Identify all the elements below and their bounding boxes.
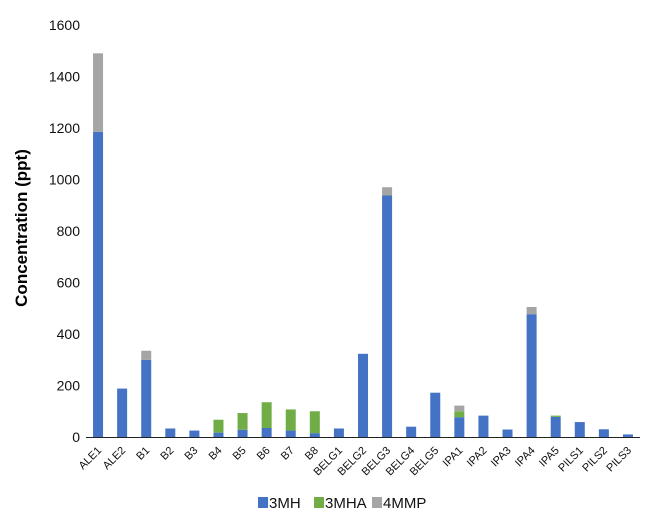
- x-tick-label: B5: [231, 445, 249, 463]
- bar-3mh-ipa3: [502, 429, 513, 437]
- legend-swatch-3mha: [314, 497, 324, 508]
- bars: [93, 53, 633, 438]
- bar-3mh-pils3: [622, 434, 633, 437]
- bar-3mh-ipa5: [550, 416, 561, 437]
- bar-3mh-b8: [309, 433, 320, 437]
- bar-3mh-belg3: [382, 195, 393, 437]
- bar-4mmp-ipa4: [526, 306, 537, 315]
- legend: 3MH 3MHA 4MMP: [258, 495, 426, 512]
- x-tick-label: PILS1: [556, 445, 586, 475]
- bar-3mha-b8: [309, 411, 320, 434]
- legend-label-4mmp: 4MMP: [383, 495, 426, 512]
- y-tick-label: 1000: [49, 172, 80, 188]
- bar-3mh-ipa1: [454, 417, 465, 437]
- y-tick-label: 1200: [49, 120, 80, 136]
- legend-label-3mha: 3MHA: [325, 495, 367, 512]
- bar-3mh-pils1: [574, 422, 585, 437]
- bar-3mh-ale2: [117, 388, 128, 437]
- bar-3mh-b4: [213, 432, 224, 437]
- bar-3mh-pils2: [598, 429, 609, 437]
- x-tick-label: ALE1: [77, 445, 105, 473]
- legend-swatch-3mh: [258, 497, 268, 508]
- bar-3mh-ipa2: [478, 415, 489, 437]
- y-tick-label: 200: [57, 378, 81, 394]
- y-axis-label: Concentration (ppt): [12, 149, 31, 307]
- bar-3mh-b2: [165, 428, 176, 437]
- bar-3mh-belg4: [406, 426, 417, 437]
- bar-3mh-b7: [285, 430, 296, 437]
- x-tick-label: IPA1: [441, 445, 466, 470]
- bar-3mh-b1: [141, 359, 152, 437]
- y-tick-label: 600: [57, 275, 81, 291]
- x-tick-label: IPA3: [489, 445, 514, 470]
- bar-3mh-belg1: [333, 428, 344, 437]
- bar-4mmp-b1: [141, 350, 152, 360]
- y-axis: 0 200 400 600 800 1000 1200 1400 1600: [49, 17, 80, 445]
- bar-4mmp-belg3: [382, 187, 393, 196]
- y-tick-label: 1400: [49, 69, 80, 85]
- bar-4mmp-ale1: [93, 53, 104, 132]
- bar-3mha-b7: [285, 409, 296, 431]
- bar-3mh-belg2: [358, 353, 368, 437]
- y-tick-label: 400: [57, 326, 81, 342]
- x-tick-label: B7: [279, 445, 297, 463]
- bar-3mh-ale1: [93, 131, 104, 438]
- bar-3mha-b6: [261, 402, 272, 428]
- x-tick-label: B6: [255, 445, 273, 463]
- x-tick-label: B1: [134, 445, 152, 463]
- x-tick-label: B4: [207, 445, 225, 463]
- legend-label-3mh: 3MH: [269, 495, 301, 512]
- bar-3mha-b5: [237, 413, 248, 430]
- bar-3mh-b5: [237, 429, 248, 437]
- bar-3mh-b6: [261, 427, 272, 437]
- x-tick-label: PILS3: [604, 445, 634, 475]
- x-tick-label: B3: [183, 445, 201, 463]
- bar-3mh-b3: [189, 430, 200, 437]
- x-tick-label: PILS2: [580, 445, 610, 475]
- x-tick-label: IPA2: [465, 445, 490, 470]
- bar-3mha-ipa1: [454, 411, 465, 418]
- legend-swatch-4mmp: [372, 497, 382, 508]
- bar-4mmp-ipa1: [454, 405, 465, 412]
- y-tick-label: 0: [72, 429, 80, 445]
- bar-3mha-ipa5: [550, 415, 561, 417]
- bar-3mh-belg5: [430, 392, 441, 437]
- x-tick-label: IPA4: [513, 445, 538, 470]
- x-tick-label: B2: [158, 445, 176, 463]
- y-tick-label: 800: [57, 223, 81, 239]
- x-tick-label: ALE2: [101, 445, 129, 473]
- x-tick-label: B8: [303, 445, 321, 463]
- bar-3mha-b4: [213, 419, 224, 433]
- bar-3mh-ipa4: [526, 314, 537, 437]
- y-tick-label: 1600: [49, 17, 80, 33]
